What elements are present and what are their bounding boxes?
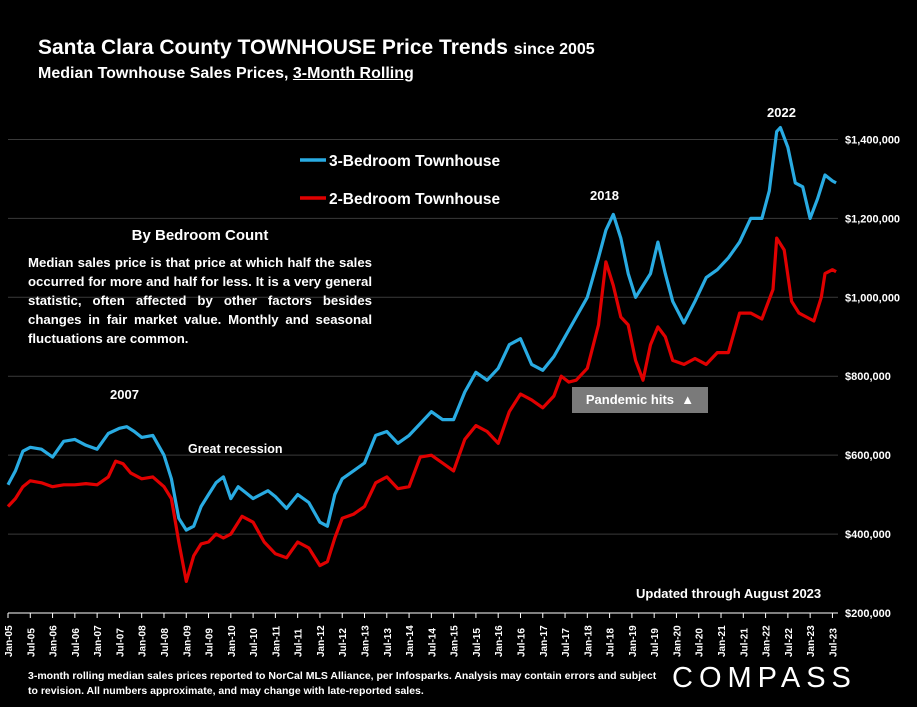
- chart-title: Santa Clara County TOWNHOUSE Price Trend…: [38, 36, 595, 62]
- x-tick-label: Jan-14: [405, 625, 416, 657]
- x-tick-label: Jan-09: [182, 625, 193, 657]
- pandemic-label: Pandemic hits: [585, 392, 675, 407]
- x-tick-label: Jul-16: [516, 628, 527, 657]
- x-tick-label: Jul-07: [115, 628, 126, 657]
- x-tick-label: Jul-14: [427, 628, 438, 657]
- x-tick-label: Jul-12: [338, 628, 349, 657]
- y-axis-ticks: $200,000 $400,000 $600,000 $800,000 $1,000,0…: [845, 134, 900, 620]
- chart-title-since: since 2005: [513, 41, 595, 58]
- y-tick-label: $1,400,000: [845, 134, 900, 146]
- chart-subtitle: Median Townhouse Sales Prices, 3-Month R…: [38, 65, 595, 83]
- gridlines: [8, 138, 838, 614]
- x-tick-label: Jul-10: [249, 628, 260, 657]
- legend-label: 2-Bedroom Townhouse: [329, 191, 500, 208]
- x-tick-label: Jul-05: [26, 628, 37, 657]
- x-tick-label: Jul-13: [383, 628, 394, 657]
- compass-logo: COMPASS: [672, 662, 857, 694]
- x-tick-label: Jul-22: [784, 628, 795, 657]
- y-tick-label: $600,000: [845, 450, 891, 462]
- x-axis: Jan-05 Jul-05 Jan-06 Jul-06 Jan-07 Jul-07 Jan-…: [4, 612, 839, 657]
- y-tick-label: $1,000,000: [845, 292, 900, 304]
- x-tick-label: Jan-05: [4, 625, 15, 657]
- x-tick-label: Jul-08: [160, 628, 171, 657]
- chart-subtitle-underlined: 3-Month Rolling: [292, 65, 414, 82]
- x-tick-label: Jan-22: [762, 625, 773, 657]
- pandemic-callout: Pandemic hits ▲: [572, 387, 708, 413]
- x-tick-label: Jul-09: [205, 628, 216, 657]
- chart-subtitle-prefix: Median Townhouse Sales Prices,: [38, 65, 289, 82]
- x-tick-label: Jul-11: [294, 628, 305, 657]
- x-tick-label: Jan-18: [583, 625, 594, 657]
- chart-title-main: Santa Clara County TOWNHOUSE Price Trend…: [38, 36, 508, 59]
- x-tick-label: Jan-13: [361, 625, 372, 657]
- x-tick-label: Jul-15: [472, 628, 483, 657]
- y-tick-label: $800,000: [845, 371, 891, 383]
- x-tick-label: Jul-19: [650, 628, 661, 657]
- x-tick-label: Jul-20: [695, 628, 706, 657]
- y-tick-label: $200,000: [845, 608, 891, 620]
- x-tick-label: Jan-06: [49, 625, 60, 657]
- x-tick-label: Jan-21: [717, 625, 728, 657]
- x-tick-label: Jul-18: [606, 628, 617, 657]
- x-tick-label: Jul-23: [828, 628, 839, 657]
- legend: 3-Bedroom Townhouse 2-Bedroom Townhouse: [300, 153, 500, 208]
- x-tick-label: Jan-20: [672, 625, 683, 657]
- annotation-great-recession: Great recession: [188, 442, 283, 456]
- x-tick-label: Jan-15: [450, 625, 461, 657]
- annotation-2022: 2022: [767, 105, 796, 120]
- x-tick-label: Jan-23: [806, 625, 817, 657]
- y-tick-label: $1,200,000: [845, 213, 900, 225]
- x-tick-label: Jan-12: [316, 625, 327, 657]
- updated-note: Updated through August 2023: [636, 586, 822, 601]
- x-tick-label: Jan-08: [138, 625, 149, 657]
- x-tick-label: Jan-07: [93, 625, 104, 657]
- series-line-3-bedroom: [6, 126, 837, 532]
- legend-label: 3-Bedroom Townhouse: [329, 153, 500, 170]
- explanation-box: By Bedroom Count Median sales price is t…: [28, 226, 372, 348]
- annotation-2018: 2018: [590, 188, 619, 203]
- x-tick-label: Jan-16: [494, 625, 505, 657]
- x-tick-label: Jan-10: [227, 625, 238, 657]
- x-tick-label: Jul-17: [561, 628, 572, 657]
- y-tick-label: $400,000: [845, 529, 891, 541]
- explanation-body: Median sales price is that price at whic…: [28, 255, 372, 346]
- up-arrow-icon: ▲: [681, 392, 695, 407]
- x-tick-label: Jan-11: [271, 625, 282, 657]
- title-block: Santa Clara County TOWNHOUSE Price Trend…: [38, 36, 595, 83]
- annotation-2007: 2007: [110, 387, 139, 402]
- x-tick-label: Jul-06: [71, 628, 82, 657]
- series-line-2-bedroom: [6, 236, 837, 583]
- series-lines: [6, 126, 837, 583]
- source-footnote: 3-month rolling median sales prices repo…: [28, 670, 657, 697]
- explanation-heading: By Bedroom Count: [131, 227, 269, 244]
- x-tick-label: Jul-21: [739, 628, 750, 657]
- annotations: 2007 Great recession 2018 2022: [110, 105, 796, 456]
- x-tick-label: Jan-17: [539, 625, 550, 657]
- x-tick-label: Jan-19: [628, 625, 639, 657]
